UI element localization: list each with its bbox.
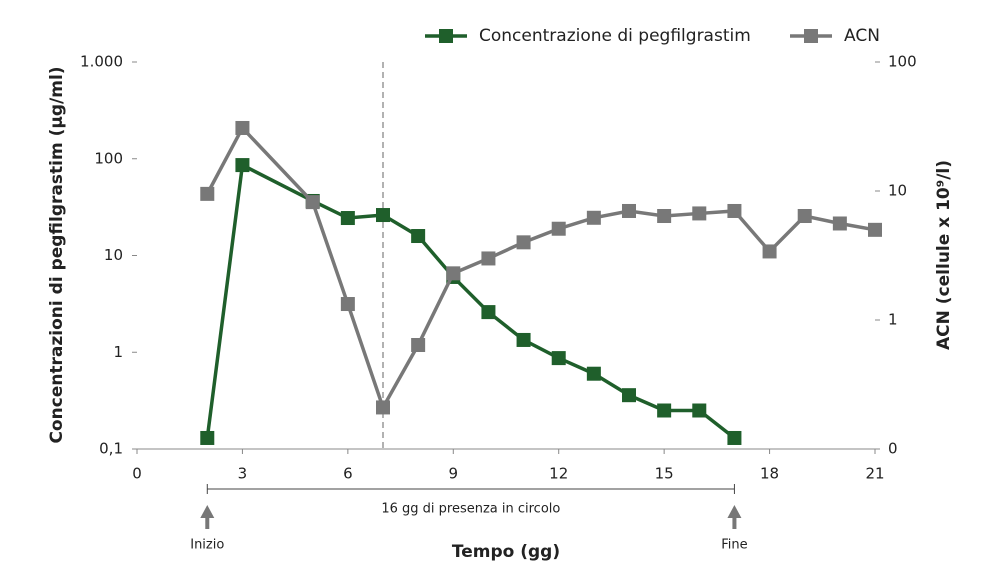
marker xyxy=(516,332,531,347)
series-line xyxy=(205,125,876,412)
x-tick-label: 3 xyxy=(238,465,248,483)
y-tick-label: 1.000 xyxy=(80,53,123,71)
marker xyxy=(622,388,636,403)
y-tick-label: 10 xyxy=(104,246,123,264)
y-tick-label: 0,1 xyxy=(99,440,123,458)
marker xyxy=(481,251,496,266)
marker xyxy=(446,266,461,281)
marker xyxy=(551,351,566,366)
y2-axis-label: ACN (cellule x 10⁹/l) xyxy=(934,160,954,350)
marker xyxy=(586,210,601,225)
marker xyxy=(797,209,812,224)
legend-label: ACN xyxy=(844,26,880,46)
marker xyxy=(411,338,426,353)
y-tick-label: 1 xyxy=(113,343,123,361)
marker xyxy=(200,430,215,445)
marker xyxy=(340,297,355,312)
marker xyxy=(762,244,777,259)
marker xyxy=(376,208,390,223)
marker xyxy=(376,400,390,415)
marker xyxy=(551,221,566,236)
x-tick-label: 21 xyxy=(865,465,884,483)
marker xyxy=(305,195,320,210)
x-tick-label: 12 xyxy=(549,465,568,483)
y2-tick-label: 0 xyxy=(888,440,898,458)
legend-marker xyxy=(804,29,818,43)
marker xyxy=(657,209,672,224)
x-axis-label: Tempo (gg) xyxy=(452,542,560,562)
legend-label: Concentrazione di pegfilgrastim xyxy=(479,26,751,46)
series-line xyxy=(205,162,736,440)
marker xyxy=(868,222,882,237)
marker xyxy=(516,235,531,250)
marker xyxy=(727,430,742,445)
y2-tick-label: 10 xyxy=(888,182,907,200)
marker xyxy=(235,120,250,135)
marker xyxy=(481,305,496,320)
x-tick-label: 6 xyxy=(343,465,353,483)
x-tick-label: 9 xyxy=(449,465,459,483)
marker xyxy=(692,206,707,221)
marker xyxy=(340,211,355,226)
marker xyxy=(832,216,847,231)
span-label: 16 gg di presenza in circolo xyxy=(381,502,560,517)
y-tick-label: 100 xyxy=(94,149,123,167)
end-arrow-label: Fine xyxy=(721,538,747,553)
x-tick-label: 18 xyxy=(760,465,779,483)
marker xyxy=(200,186,215,201)
marker xyxy=(411,229,426,244)
marker xyxy=(692,403,707,418)
x-tick-label: 15 xyxy=(655,465,674,483)
marker xyxy=(586,366,601,381)
y-axis-label: Concentrazioni di pegfilgrastim (µg/ml) xyxy=(47,66,67,443)
x-tick-label: 0 xyxy=(132,465,142,483)
marker xyxy=(235,158,250,173)
legend-marker xyxy=(439,29,453,43)
marker xyxy=(622,203,636,218)
start-arrow xyxy=(200,505,215,529)
start-arrow-label: Inizio xyxy=(190,538,224,553)
y2-tick-label: 100 xyxy=(888,53,917,71)
marker xyxy=(657,403,672,418)
y2-tick-label: 1 xyxy=(888,311,898,329)
end-arrow xyxy=(727,505,742,529)
marker xyxy=(727,203,742,218)
